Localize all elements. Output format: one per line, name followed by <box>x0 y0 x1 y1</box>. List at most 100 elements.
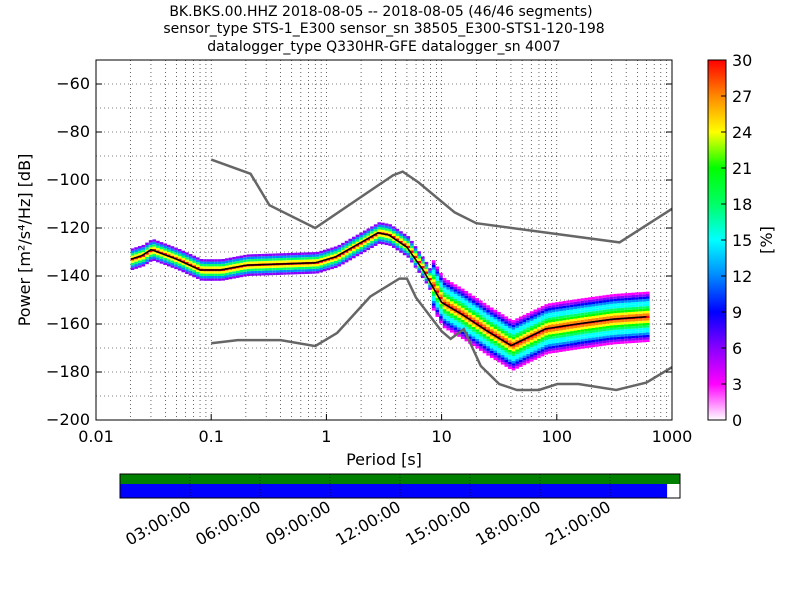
histogram-cell <box>504 318 509 322</box>
histogram-cell <box>333 258 338 261</box>
histogram-cell <box>515 337 519 340</box>
y-tick-label: −80 <box>56 122 90 141</box>
histogram-cell <box>362 235 367 238</box>
histogram-cell <box>235 256 240 259</box>
histogram-cell <box>584 305 588 308</box>
histogram-cell <box>170 258 175 261</box>
histogram-cell <box>500 328 505 331</box>
histogram-cell <box>547 332 552 335</box>
histogram-cell <box>497 335 501 339</box>
histogram-cell <box>442 299 447 302</box>
histogram-cell <box>591 315 596 319</box>
histogram-cell <box>584 302 588 306</box>
histogram-cell <box>250 271 255 274</box>
histogram-cell <box>228 269 233 273</box>
histogram-cell <box>431 267 436 270</box>
histogram-cell <box>391 231 396 234</box>
histogram-cell <box>279 253 284 256</box>
histogram-cell <box>569 338 574 341</box>
histogram-cell <box>562 315 567 318</box>
histogram-cell <box>442 294 447 298</box>
histogram-cell <box>435 314 440 317</box>
histogram-cell <box>435 290 440 293</box>
histogram-cell <box>460 315 465 318</box>
time-tick-label: 09:00:00 <box>262 497 334 549</box>
histogram-cell <box>373 229 378 232</box>
histogram-cell <box>424 271 429 274</box>
histogram-cell <box>606 299 610 302</box>
histogram-cell <box>620 298 625 301</box>
histogram-cell <box>471 338 476 342</box>
histogram-cell <box>616 329 621 333</box>
histogram-cell <box>486 324 490 327</box>
histogram-cell <box>482 310 487 313</box>
histogram-cell <box>624 329 628 332</box>
histogram-cell <box>595 317 599 321</box>
histogram-cell <box>587 323 592 327</box>
histogram-cell <box>450 282 454 285</box>
histogram-cell <box>453 291 458 294</box>
histogram-cell <box>595 315 599 318</box>
histogram-cell <box>435 271 440 274</box>
histogram-cell <box>475 319 480 323</box>
histogram-cell <box>642 330 646 333</box>
histogram-cell <box>460 288 465 292</box>
x-axis-ticks: 0.01 0.1 1 10 100 1000 <box>78 414 692 446</box>
histogram-cell <box>555 316 559 319</box>
histogram-cell <box>497 338 501 341</box>
histogram-cell <box>584 314 588 318</box>
histogram-cell <box>606 323 610 326</box>
histogram-cell <box>638 318 643 321</box>
histogram-cell <box>464 290 469 294</box>
histogram-cell <box>221 273 226 276</box>
histogram-cell <box>301 264 305 267</box>
histogram-cell <box>297 257 302 260</box>
histogram-cell <box>587 314 592 317</box>
histogram-cell <box>551 338 556 342</box>
histogram-cell <box>323 268 327 272</box>
histogram-cell <box>511 346 516 349</box>
histogram-cell <box>635 309 639 312</box>
histogram-cell <box>584 312 588 315</box>
histogram-cell <box>373 236 378 239</box>
histogram-cell <box>587 316 592 319</box>
histogram-cell <box>446 294 451 297</box>
histogram-cell <box>417 268 421 271</box>
histogram-cell <box>479 314 483 318</box>
histogram-cell <box>609 313 614 316</box>
histogram-cell <box>439 280 443 283</box>
histogram-cell <box>573 347 578 350</box>
histogram-cell <box>453 293 458 297</box>
histogram-cell <box>333 265 338 269</box>
histogram-cell <box>486 348 490 351</box>
histogram-cell <box>620 336 625 339</box>
histogram-cell <box>272 255 276 259</box>
histogram-cell <box>515 325 519 328</box>
histogram-cell <box>370 238 374 241</box>
histogram-cell <box>522 317 527 320</box>
histogram-cell <box>341 254 345 258</box>
histogram-cell <box>450 313 454 316</box>
histogram-cell <box>627 319 632 322</box>
histogram-cell <box>246 268 251 272</box>
histogram-cell <box>606 294 610 298</box>
histogram-cell <box>279 267 284 271</box>
histogram-cell <box>479 326 483 330</box>
histogram-cell <box>442 297 447 300</box>
histogram-cell <box>326 265 331 268</box>
histogram-cell <box>544 311 548 314</box>
histogram-cell <box>500 323 505 327</box>
histogram-cell <box>446 318 451 321</box>
histogram-cell <box>566 348 570 351</box>
histogram-cell <box>185 271 189 274</box>
histogram-cell <box>518 362 523 365</box>
histogram-cell <box>464 293 469 296</box>
histogram-cell <box>250 266 255 269</box>
histogram-cell <box>297 252 302 256</box>
histogram-cell <box>602 307 607 310</box>
histogram-cell <box>508 340 512 343</box>
histogram-cell <box>413 250 418 254</box>
histogram-cell <box>547 312 552 316</box>
histogram-cell <box>493 333 498 337</box>
histogram-cell <box>232 261 236 265</box>
